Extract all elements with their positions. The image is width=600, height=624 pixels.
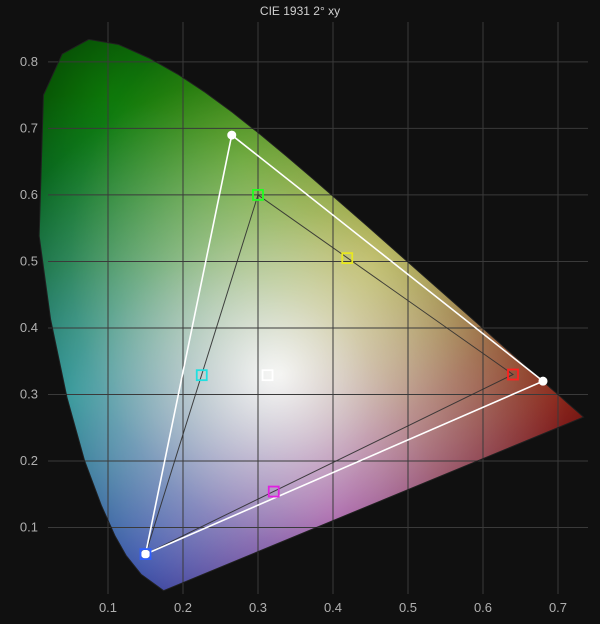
gamut-vertex-green [228,131,236,139]
y-tick-label: 0.2 [20,453,38,468]
x-tick-label: 0.2 [174,600,192,615]
x-tick-label: 0.3 [249,600,267,615]
y-tick-label: 0.6 [20,187,38,202]
x-tick-label: 0.6 [474,600,492,615]
chart-title: CIE 1931 2° xy [0,4,600,18]
x-tick-label: 0.7 [549,600,567,615]
y-tick-label: 0.3 [20,386,38,401]
y-tick-label: 0.4 [20,320,38,335]
cie-chart-container: CIE 1931 2° xy 0.10.20.30.40.50.60.70.10… [0,0,600,624]
gamut-vertex-blue [142,550,150,558]
x-tick-label: 0.5 [399,600,417,615]
x-tick-label: 0.1 [99,600,117,615]
x-tick-label: 0.4 [324,600,342,615]
y-tick-label: 0.8 [20,54,38,69]
y-tick-label: 0.7 [20,120,38,135]
chart-svg: 0.1 0.2 0.3 0.4 0.5 0.6 0.7 0.1 0.2 0.3 0.4 0.5 0.6 0… [0,0,600,624]
y-tick-label: 0.5 [20,253,38,268]
y-tick-label: 0.1 [20,519,38,534]
gamut-vertex-red [539,377,547,385]
